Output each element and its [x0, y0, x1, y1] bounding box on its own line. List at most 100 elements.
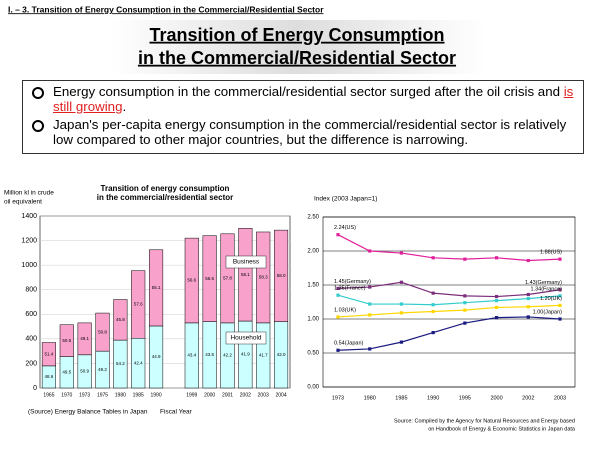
bar-segment — [95, 312, 110, 352]
value-label: 1.03(UK) — [334, 307, 356, 313]
highlight: is still growing — [53, 84, 574, 114]
y-tick-label: 1400 — [21, 213, 37, 220]
value-label: 42.2 — [223, 353, 232, 358]
value-label: 0.54(Japan) — [334, 341, 364, 347]
source: on Handbook of Energy & Economic Statist… — [428, 426, 576, 432]
x-tick-label: 1995 — [459, 395, 471, 401]
bar-segment — [274, 229, 289, 322]
x-axis-label: Fiscal Year — [160, 409, 193, 416]
point — [463, 308, 467, 312]
line — [337, 304, 561, 318]
value-label: 43.4 — [187, 353, 196, 358]
value-label: 50.8 — [98, 329, 107, 334]
x-tick-label: 1990 — [151, 392, 162, 398]
y-tick-label: 1.00 — [307, 317, 319, 323]
x-tick-label: 2000 — [204, 392, 215, 398]
y-tick-label: 1.50 — [307, 283, 319, 289]
y-tick-label: 400 — [25, 336, 37, 343]
x-tick-label: 1980 — [115, 392, 126, 398]
bar-segment — [113, 299, 128, 341]
point — [558, 294, 562, 298]
value-label: 1.00(Japan) — [533, 309, 563, 315]
y-tick-label: 1000 — [21, 262, 37, 269]
point — [494, 316, 499, 320]
value-label: 41.7 — [259, 353, 268, 358]
value-label: 55.1 — [152, 285, 161, 290]
point — [431, 303, 435, 307]
bullet-text: Energy consumption in the commercial/res… — [53, 84, 564, 99]
value-label: 1.20(UK) — [540, 296, 562, 302]
value-label: 1.88(US) — [540, 250, 562, 256]
legend-box — [225, 255, 267, 269]
x-tick-label: 2001 — [222, 392, 233, 398]
bullet: Japan's per-capita energy consumption in… — [29, 117, 577, 147]
y-tick-label: 0.50 — [307, 351, 319, 357]
legend-label: Business — [233, 259, 260, 266]
y-tick-label: 200 — [25, 360, 37, 367]
point — [336, 293, 340, 297]
value-label: 58.1 — [241, 272, 250, 277]
point — [558, 288, 562, 292]
point — [463, 321, 467, 325]
bar-segment — [202, 235, 217, 322]
line — [337, 281, 561, 298]
point — [558, 303, 562, 307]
x-tick-label: 1973 — [79, 392, 90, 398]
value-label: 1.34(France) — [531, 286, 563, 292]
x-tick-label: 1970 — [61, 392, 72, 398]
value-label: 50.5 — [62, 338, 71, 343]
bar-segment — [256, 231, 271, 324]
value-label: 42.0 — [277, 352, 286, 357]
x-tick-label: 1999 — [186, 392, 197, 398]
value-label: 57.8 — [223, 276, 232, 281]
x-tick-label: 2004 — [276, 392, 287, 398]
bar-segment — [77, 322, 92, 356]
value-label: 2.24(US) — [334, 225, 356, 231]
x-tick-label: 1985 — [133, 392, 144, 398]
line — [337, 316, 561, 351]
value-label: 48.6 — [45, 374, 54, 379]
value-label: 1.35(France) — [334, 286, 366, 292]
bar-segment — [149, 249, 164, 327]
point — [494, 299, 499, 303]
chart-title: Transition of energy consumption — [101, 184, 230, 193]
point — [336, 286, 340, 290]
bullets: Energy consumption in the commercial/res… — [22, 80, 584, 154]
point — [526, 258, 530, 263]
point — [336, 348, 340, 352]
source: (Source) Energy Balance Tables in Japan — [28, 409, 148, 416]
point — [526, 292, 530, 297]
point — [494, 305, 499, 310]
point — [463, 301, 467, 305]
point — [368, 347, 372, 351]
x-tick-label: 1980 — [364, 395, 376, 401]
value-label: 57.6 — [134, 302, 143, 307]
point — [463, 294, 467, 298]
point — [336, 315, 340, 319]
point — [399, 311, 404, 315]
point — [494, 294, 499, 299]
point — [494, 256, 499, 260]
point — [526, 305, 530, 309]
bar-segment — [184, 237, 199, 324]
y-tick-label: 800 — [25, 287, 37, 294]
x-tick-label: 1975 — [97, 392, 108, 398]
bar-segment — [41, 342, 56, 367]
title: Transition of Energy Consumption — [149, 25, 444, 45]
point — [399, 251, 404, 255]
x-tick-label: 2003 — [258, 392, 269, 398]
value-label: 50.9 — [80, 369, 89, 374]
line — [337, 234, 561, 262]
x-tick-label: 1965 — [43, 392, 54, 398]
value-label: 56.5 — [205, 276, 214, 281]
bar-segment — [131, 270, 146, 339]
x-tick-label: 2002 — [522, 395, 534, 401]
y-tick-label: 2.00 — [307, 249, 319, 255]
bullet-text: Japan's per-capita energy consumption in… — [53, 117, 567, 147]
value-label: 41.9 — [241, 352, 250, 357]
x-tick-label: 1985 — [395, 395, 407, 401]
point — [431, 291, 435, 295]
value-label: 45.8 — [116, 317, 125, 322]
point — [526, 297, 530, 301]
y-tick-label: 0 — [33, 385, 37, 392]
